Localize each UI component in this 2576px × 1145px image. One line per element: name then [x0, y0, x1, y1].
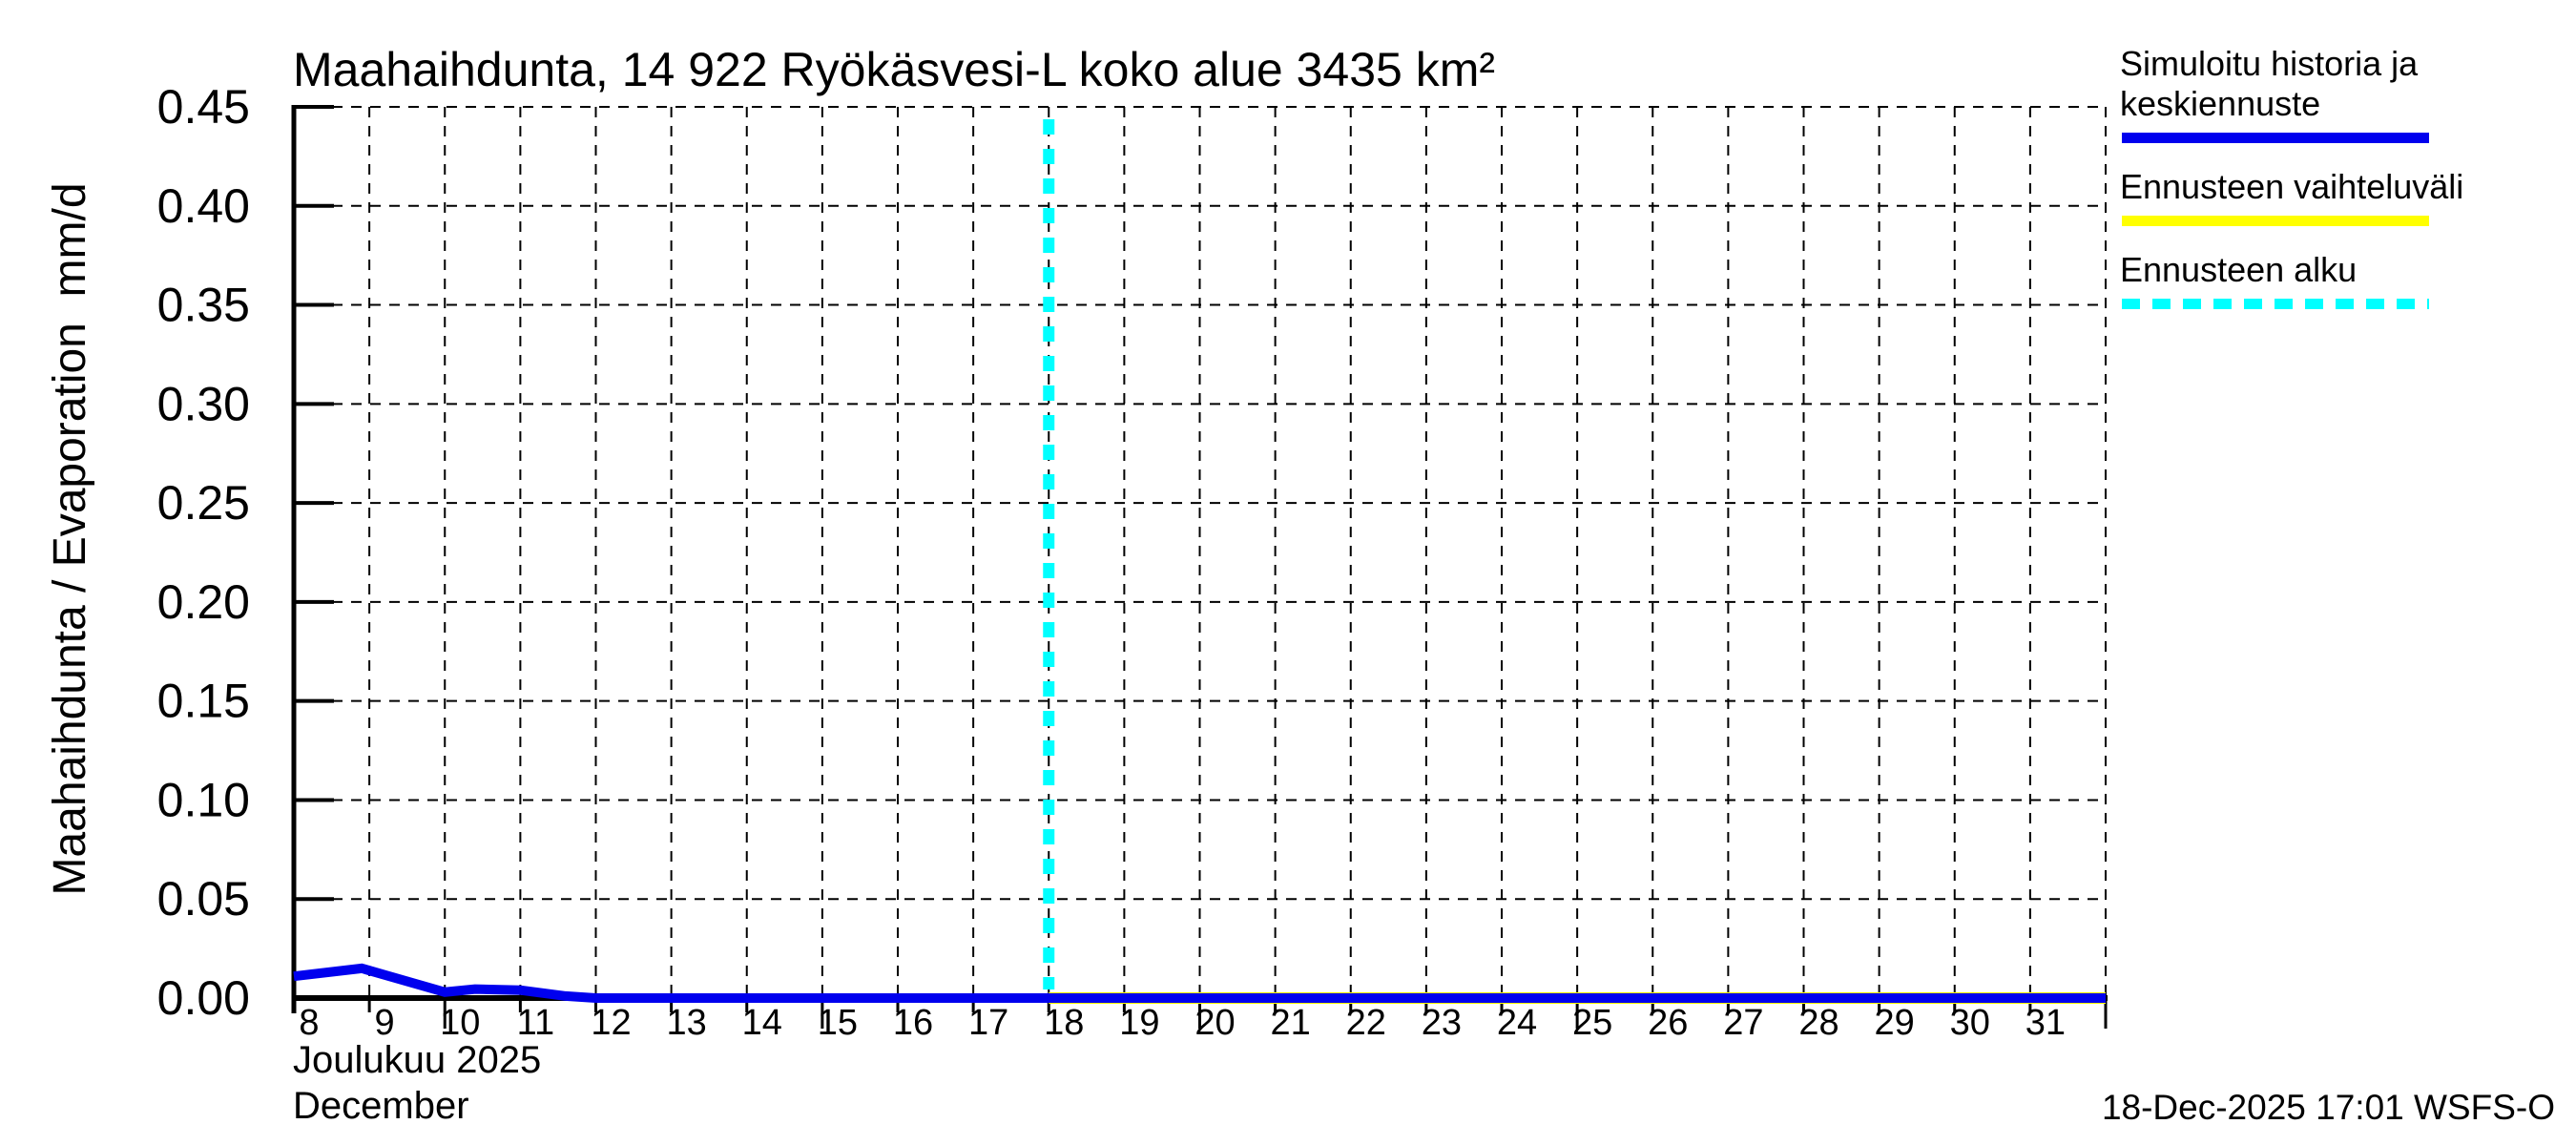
x-tick-label: 18 — [1044, 1003, 1084, 1043]
y-tick-label: 0.35 — [157, 279, 250, 332]
legend-item-forecast-range: Ennusteen vaihteluväli — [2120, 167, 2576, 226]
legend-label-forecast-range: Ennusteen vaihteluväli — [2120, 167, 2464, 206]
legend-label-forecast-start: Ennusteen alku — [2120, 250, 2358, 289]
x-axis-month-label-english: December — [293, 1085, 469, 1127]
y-tick-label: 0.00 — [157, 971, 250, 1025]
x-tick-label: 25 — [1572, 1003, 1612, 1043]
x-tick-label: 22 — [1346, 1003, 1386, 1043]
x-tick-label: 19 — [1119, 1003, 1159, 1043]
legend-line-swatch-cyan-dashed — [2122, 299, 2429, 309]
legend-item-history-mean: Simuloitu historia ja keskiennuste — [2120, 44, 2576, 143]
x-tick-label: 10 — [440, 1003, 480, 1043]
x-tick-label: 20 — [1195, 1003, 1235, 1043]
x-axis-month-label-finnish: Joulukuu 2025 — [293, 1039, 542, 1081]
y-tick-label: 0.30 — [157, 377, 250, 430]
x-tick-label: 16 — [893, 1003, 933, 1043]
y-tick-label: 0.45 — [157, 80, 250, 134]
legend: Simuloitu historia ja keskiennuste Ennus… — [2120, 44, 2576, 333]
legend-line-swatch-blue — [2122, 133, 2429, 143]
y-axis-title: Maahaihdunta / Evaporation mm/d — [45, 182, 95, 896]
x-tick-label: 23 — [1422, 1003, 1462, 1043]
legend-line-swatch-yellow — [2122, 216, 2429, 226]
y-tick-label: 0.40 — [157, 179, 250, 233]
x-tick-label: 15 — [818, 1003, 858, 1043]
y-tick-label: 0.15 — [157, 675, 250, 728]
x-tick-label: 14 — [742, 1003, 782, 1043]
timestamp: 18-Dec-2025 17:01 WSFS-O — [2101, 1088, 2555, 1127]
x-tick-label: 28 — [1798, 1003, 1839, 1043]
x-tick-label: 29 — [1874, 1003, 1914, 1043]
x-tick-label: 27 — [1723, 1003, 1763, 1043]
x-tick-label: 12 — [591, 1003, 631, 1043]
x-tick-label: 21 — [1270, 1003, 1310, 1043]
x-tick-label: 9 — [375, 1003, 395, 1043]
history-mean-forecast-line — [293, 963, 2106, 1003]
x-tick-label: 13 — [666, 1003, 706, 1043]
y-tick-label: 0.05 — [157, 872, 250, 926]
x-tick-label: 11 — [517, 1003, 554, 1043]
legend-label-history-mean: Simuloitu historia ja keskiennuste — [2120, 44, 2419, 123]
x-tick-label: 17 — [968, 1003, 1008, 1043]
y-tick-label: 0.25 — [157, 476, 250, 530]
x-tick-label: 8 — [299, 1003, 319, 1043]
y-tick-label: 0.10 — [157, 773, 250, 826]
x-tick-label: 30 — [1950, 1003, 1990, 1043]
chart-title: Maahaihdunta, 14 922 Ryökäsvesi-L koko a… — [293, 43, 1496, 96]
y-tick-label: 0.20 — [157, 575, 250, 629]
x-tick-label: 26 — [1648, 1003, 1688, 1043]
x-tick-label: 24 — [1497, 1003, 1537, 1043]
legend-item-forecast-start: Ennusteen alku — [2120, 250, 2576, 309]
x-tick-label: 31 — [2025, 1003, 2066, 1043]
